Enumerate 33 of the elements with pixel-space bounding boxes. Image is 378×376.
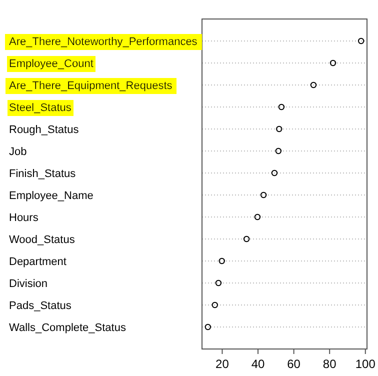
point (215, 280, 222, 286)
point (358, 38, 364, 44)
point (278, 104, 285, 110)
y-tick-label: Division (9, 278, 48, 290)
x-tick-label: 80 (322, 357, 337, 371)
point (260, 192, 267, 198)
point (212, 302, 218, 308)
x-tick-label: 40 (251, 357, 266, 371)
y-tick-label: Rough_Status (9, 124, 80, 136)
y-tick-label: Finish_Status (9, 168, 76, 180)
point (310, 82, 317, 88)
point (271, 170, 278, 176)
x-tick-label: 100 (355, 357, 376, 371)
point (204, 324, 212, 330)
point (330, 60, 336, 66)
point (243, 236, 250, 242)
y-tick-label: Job (9, 146, 27, 158)
y-tick-label: Steel_Status (9, 102, 72, 114)
y-tick-label: Pads_Status (9, 300, 72, 312)
point (276, 126, 282, 132)
y-tick-label: Hours (9, 212, 39, 224)
y-tick-label: Walls_Complete_Status (9, 322, 126, 334)
y-tick-label: Wood_Status (9, 234, 76, 246)
y-tick-label: Are_There_Noteworthy_Performances (9, 36, 198, 48)
point (218, 258, 225, 264)
y-tick-label: Employee_Count (9, 58, 94, 70)
y-tick-label: Are_There_Equipment_Requests (9, 80, 173, 92)
point (275, 148, 282, 154)
y-tick-label: Employee_Name (9, 190, 94, 202)
y-tick-label: Department (9, 256, 66, 268)
point (254, 214, 261, 220)
x-tick-label: 60 (287, 357, 301, 371)
x-tick-label: 20 (216, 357, 230, 371)
